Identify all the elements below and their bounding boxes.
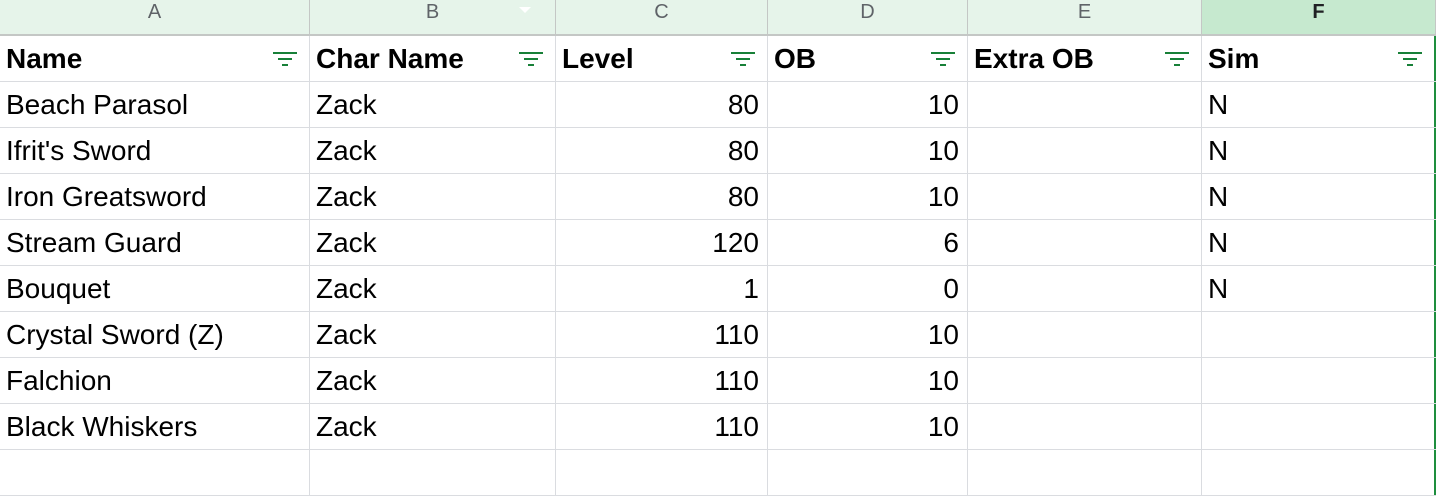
table-cell[interactable] [968, 404, 1202, 449]
table-cell[interactable]: Black Whiskers [0, 404, 310, 449]
table-cell[interactable]: Zack [310, 220, 556, 265]
table-cell[interactable] [0, 450, 310, 495]
table-cell[interactable]: N [1202, 266, 1436, 311]
filter-icon[interactable] [519, 50, 543, 68]
table-cell[interactable] [968, 128, 1202, 173]
header-cell-extra-ob[interactable]: Extra OB [968, 36, 1202, 81]
header-label: Char Name [316, 43, 464, 74]
table-cell[interactable] [968, 266, 1202, 311]
table-cell[interactable] [968, 174, 1202, 219]
table-cell[interactable] [1202, 312, 1436, 357]
header-label: OB [774, 43, 816, 74]
table-row: Black Whiskers Zack 110 10 [0, 404, 1436, 450]
table-cell[interactable]: Zack [310, 404, 556, 449]
table-cell[interactable]: 110 [556, 358, 768, 403]
table-cell[interactable]: Crystal Sword (Z) [0, 312, 310, 357]
table-cell[interactable]: Ifrit's Sword [0, 128, 310, 173]
header-label: Name [6, 43, 83, 74]
column-header-c[interactable]: C [556, 0, 768, 34]
table-cell[interactable]: N [1202, 220, 1436, 265]
table-cell[interactable] [768, 450, 968, 495]
table-cell[interactable]: 110 [556, 404, 768, 449]
table-cell[interactable] [968, 220, 1202, 265]
chevron-down-icon[interactable] [519, 7, 531, 13]
table-cell[interactable] [968, 450, 1202, 495]
column-header-f[interactable]: F [1202, 0, 1436, 34]
table-row: Iron Greatsword Zack 80 10 N [0, 174, 1436, 220]
table-cell[interactable]: N [1202, 174, 1436, 219]
column-letter: C [654, 1, 669, 23]
table-cell[interactable]: 10 [768, 174, 968, 219]
column-header-e[interactable]: E [968, 0, 1202, 34]
column-header-b[interactable]: B [310, 0, 556, 34]
header-label: Sim [1208, 43, 1260, 74]
table-cell[interactable]: 10 [768, 128, 968, 173]
table-cell[interactable]: 6 [768, 220, 968, 265]
column-letter: E [1077, 1, 1092, 23]
table-row [0, 450, 1436, 496]
table-cell[interactable]: Iron Greatsword [0, 174, 310, 219]
table-cell[interactable]: 10 [768, 358, 968, 403]
column-letter: B [425, 1, 440, 23]
column-header-d[interactable]: D [768, 0, 968, 34]
header-cell-ob[interactable]: OB [768, 36, 968, 81]
table-cell[interactable]: 10 [768, 404, 968, 449]
column-letter: D [860, 1, 875, 23]
column-letter: A [147, 1, 162, 23]
column-header-bar: A B C D E F [0, 0, 1436, 36]
table-cell[interactable]: 80 [556, 82, 768, 127]
header-cell-sim[interactable]: Sim [1202, 36, 1436, 81]
table-row: Crystal Sword (Z) Zack 110 10 [0, 312, 1436, 358]
table-cell[interactable] [968, 358, 1202, 403]
table-cell[interactable]: 120 [556, 220, 768, 265]
table-cell[interactable]: 80 [556, 128, 768, 173]
filter-icon[interactable] [273, 50, 297, 68]
header-cell-char-name[interactable]: Char Name [310, 36, 556, 81]
table-cell[interactable]: N [1202, 82, 1436, 127]
table-cell[interactable]: Beach Parasol [0, 82, 310, 127]
table-cell[interactable]: Bouquet [0, 266, 310, 311]
table-cell[interactable] [1202, 450, 1436, 495]
table-cell[interactable] [1202, 404, 1436, 449]
table-cell[interactable]: N [1202, 128, 1436, 173]
filter-icon[interactable] [1165, 50, 1189, 68]
table-row: Bouquet Zack 1 0 N [0, 266, 1436, 312]
table-cell[interactable]: 110 [556, 312, 768, 357]
header-cell-name[interactable]: Name [0, 36, 310, 81]
table-row: Stream Guard Zack 120 6 N [0, 220, 1436, 266]
header-label: Level [562, 43, 634, 74]
table-cell[interactable]: Zack [310, 82, 556, 127]
table-cell[interactable] [556, 450, 768, 495]
table-cell[interactable]: 1 [556, 266, 768, 311]
table-cell[interactable]: Zack [310, 128, 556, 173]
filter-icon[interactable] [731, 50, 755, 68]
table-row: Beach Parasol Zack 80 10 N [0, 82, 1436, 128]
table-cell[interactable]: Falchion [0, 358, 310, 403]
table-body: Beach Parasol Zack 80 10 N Ifrit's Sword Zack 8… [0, 82, 1436, 496]
table-cell[interactable]: Zack [310, 266, 556, 311]
table-cell[interactable]: 80 [556, 174, 768, 219]
table-cell[interactable]: 10 [768, 82, 968, 127]
header-cell-level[interactable]: Level [556, 36, 768, 81]
table-cell[interactable]: Zack [310, 358, 556, 403]
header-row: Name Char Name Level OB Extra OB Sim [0, 36, 1436, 82]
column-letter: F [1312, 1, 1325, 23]
filter-icon[interactable] [1398, 50, 1422, 68]
table-cell[interactable] [310, 450, 556, 495]
table-cell[interactable] [968, 82, 1202, 127]
table-row: Falchion Zack 110 10 [0, 358, 1436, 404]
filter-icon[interactable] [931, 50, 955, 68]
table-cell[interactable]: Zack [310, 312, 556, 357]
table-cell[interactable]: Zack [310, 174, 556, 219]
table-row: Ifrit's Sword Zack 80 10 N [0, 128, 1436, 174]
table-cell[interactable] [1202, 358, 1436, 403]
table-cell[interactable]: 10 [768, 312, 968, 357]
table-cell[interactable]: 0 [768, 266, 968, 311]
table-cell[interactable]: Stream Guard [0, 220, 310, 265]
header-label: Extra OB [974, 43, 1094, 74]
column-header-a[interactable]: A [0, 0, 310, 34]
table-cell[interactable] [968, 312, 1202, 357]
